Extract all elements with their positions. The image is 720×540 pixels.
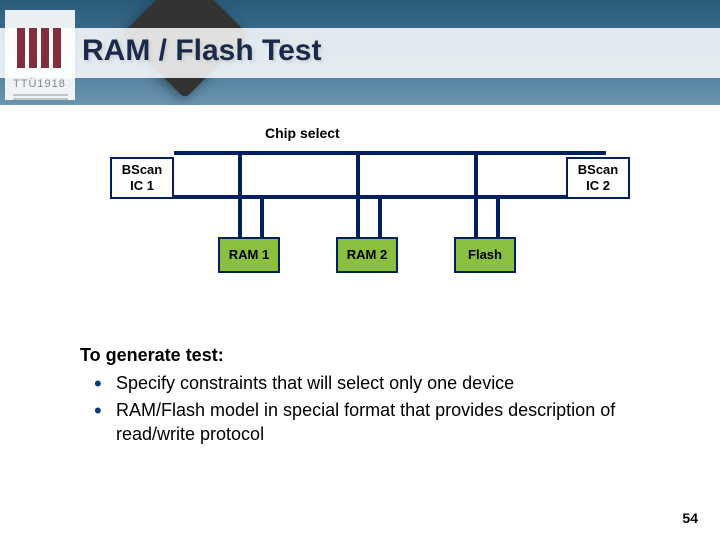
- bullet-list: Specify constraints that will select onl…: [80, 371, 660, 446]
- page-number: 54: [682, 510, 698, 526]
- node-bscan-ic1: BScanIC 1: [110, 157, 174, 199]
- logo-text: TTÜ1918: [13, 78, 66, 90]
- bus-stub: [474, 151, 478, 239]
- list-item: Specify constraints that will select onl…: [88, 371, 660, 395]
- body-heading: To generate test:: [80, 343, 660, 367]
- bus-stub: [260, 195, 264, 239]
- node-ram1: RAM 1: [218, 237, 280, 273]
- logo-area: TTÜ1918: [5, 10, 75, 100]
- bus-stub: [378, 195, 382, 239]
- logo-bars-icon: [17, 28, 61, 68]
- chip-select-label: Chip select: [265, 125, 340, 141]
- node-flash: Flash: [454, 237, 516, 273]
- bus-stub: [238, 151, 242, 239]
- body-text: To generate test: Specify constraints th…: [80, 343, 660, 448]
- node-ram2: RAM 2: [336, 237, 398, 273]
- bus-stub: [496, 195, 500, 239]
- slide-title: RAM / Flash Test: [82, 34, 321, 68]
- bus-stub: [356, 151, 360, 239]
- list-item: RAM/Flash model in special format that p…: [88, 398, 660, 447]
- block-diagram: Chip select BScanIC 1 BScanIC 2 RAM 1 RA…: [110, 125, 630, 305]
- node-bscan-ic2: BScanIC 2: [566, 157, 630, 199]
